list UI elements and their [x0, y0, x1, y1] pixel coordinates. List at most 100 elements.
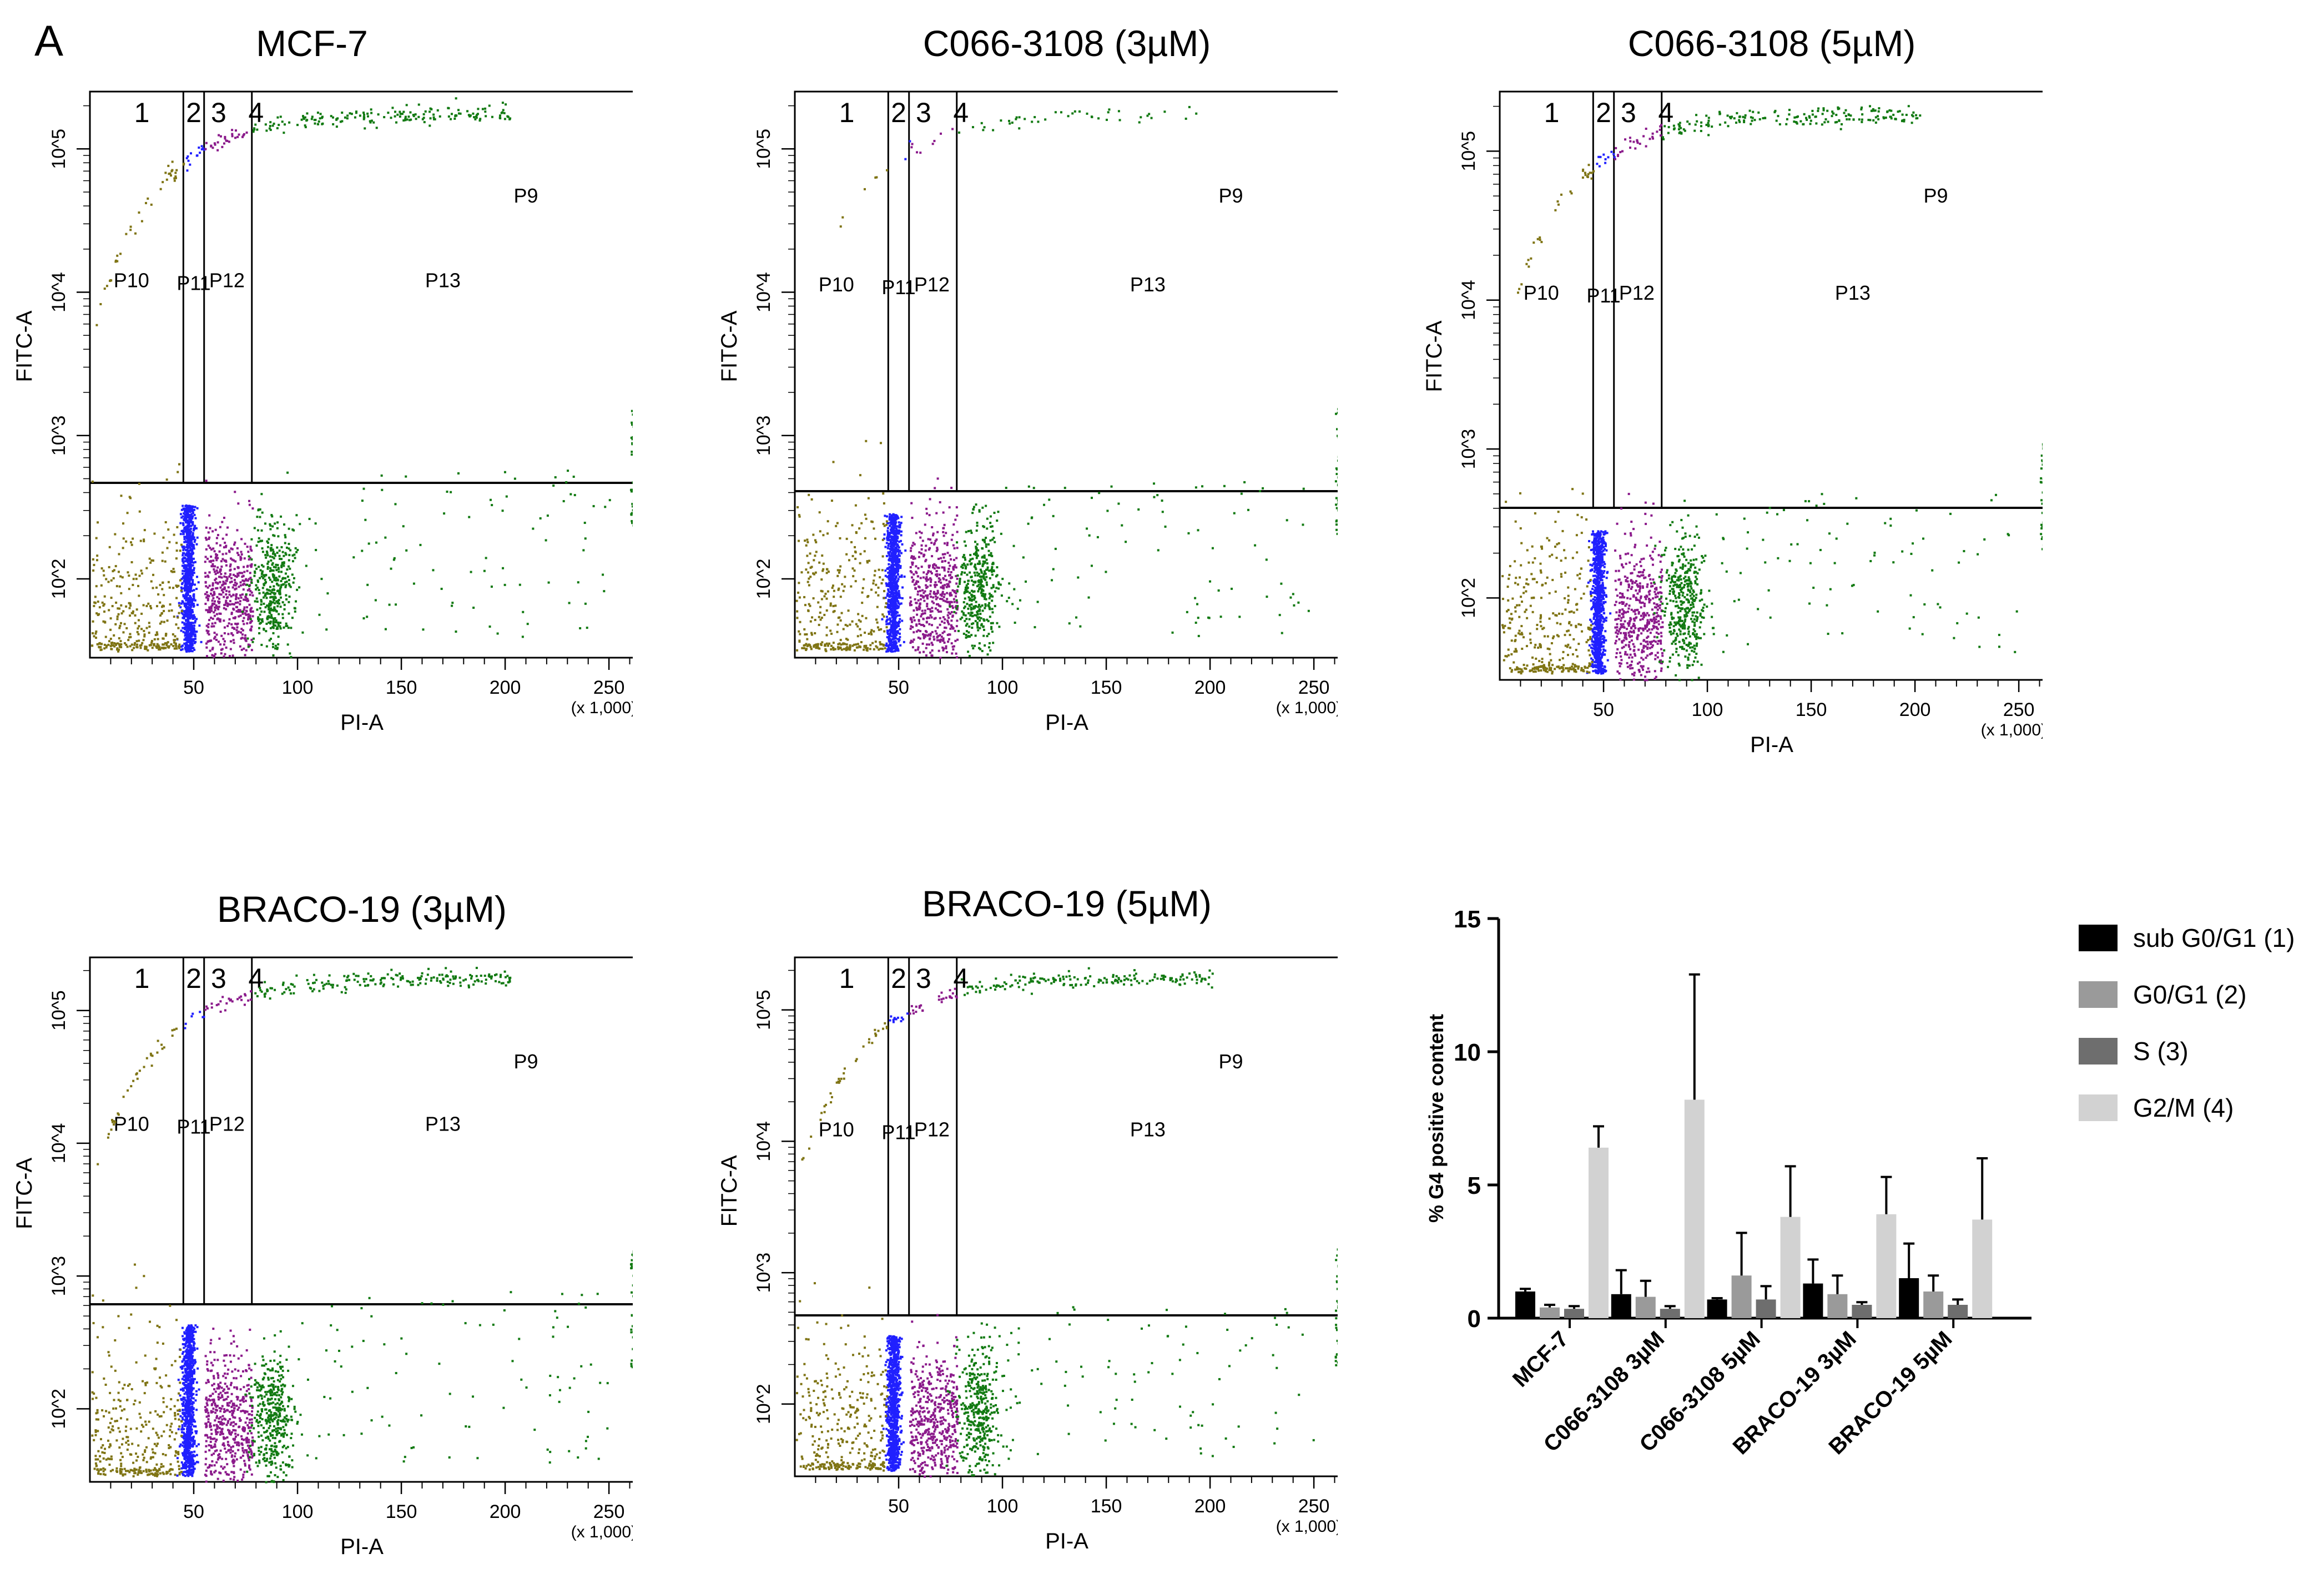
event-dot	[992, 129, 995, 132]
event-dot	[971, 512, 974, 514]
event-dot	[910, 603, 913, 606]
event-dot	[204, 603, 207, 606]
event-dot	[183, 518, 185, 521]
event-dot	[143, 629, 145, 632]
event-dot	[1161, 500, 1163, 502]
event-dot	[996, 519, 999, 522]
event-dot	[896, 535, 899, 538]
event-dot	[228, 593, 231, 596]
event-dot	[404, 115, 407, 118]
event-dot	[898, 541, 901, 543]
event-dot	[819, 606, 822, 608]
event-dot	[188, 613, 191, 616]
event-dot	[913, 638, 915, 641]
event-dot	[985, 546, 987, 548]
event-dot	[992, 642, 995, 644]
event-dot	[182, 572, 184, 575]
event-dot	[394, 115, 396, 118]
event-dot	[898, 594, 901, 597]
event-dot	[568, 602, 571, 604]
event-dot	[1011, 603, 1014, 606]
event-dot	[157, 593, 160, 596]
event-dot	[218, 134, 220, 137]
event-dot	[189, 644, 192, 647]
event-dot	[808, 584, 810, 587]
event-dot	[870, 588, 873, 591]
event-dot	[213, 637, 216, 640]
event-dot	[879, 641, 881, 644]
event-dot	[455, 630, 457, 633]
event-dot	[890, 564, 893, 567]
event-dot	[971, 557, 974, 560]
event-dot	[918, 623, 921, 625]
event-dot	[193, 513, 196, 516]
event-dot	[950, 571, 952, 573]
event-dot	[178, 463, 180, 466]
event-dot	[982, 618, 985, 620]
event-dot	[950, 538, 953, 541]
event-dot	[187, 508, 190, 511]
event-dot	[995, 587, 998, 589]
event-dot	[232, 573, 235, 576]
event-dot	[941, 553, 944, 556]
event-dot	[188, 597, 191, 600]
event-dot	[931, 607, 934, 609]
event-dot	[180, 587, 183, 590]
event-dot	[886, 535, 889, 538]
event-dot	[891, 527, 894, 530]
event-dot	[285, 624, 288, 627]
event-dot	[981, 506, 984, 509]
event-dot	[969, 571, 971, 574]
event-dot	[971, 627, 974, 629]
plot-title: MCF-7	[256, 23, 368, 64]
event-dot	[279, 625, 281, 628]
event-dot	[451, 602, 454, 604]
event-dot	[962, 613, 965, 616]
event-dot	[941, 584, 944, 587]
event-dot	[950, 624, 952, 627]
event-dot	[1335, 528, 1338, 531]
event-dot	[995, 575, 997, 578]
event-dot	[192, 594, 195, 597]
event-dot	[864, 537, 866, 539]
event-dot	[188, 521, 191, 523]
event-dot	[895, 529, 898, 532]
event-dot	[164, 171, 167, 174]
event-dot	[224, 546, 227, 548]
event-dot	[224, 541, 226, 544]
event-dot	[1335, 520, 1338, 523]
event-dot	[163, 620, 165, 623]
event-dot	[245, 649, 248, 652]
event-dot	[185, 594, 188, 597]
event-dot	[211, 530, 214, 533]
event-dot	[939, 501, 941, 503]
event-dot	[982, 585, 985, 588]
event-dot	[110, 579, 113, 582]
event-dot	[225, 564, 228, 567]
event-dot	[951, 645, 954, 648]
event-dot	[272, 534, 275, 537]
event-dot	[1196, 603, 1199, 606]
event-dot	[926, 603, 929, 606]
event-dot	[174, 176, 177, 179]
event-dot	[898, 622, 900, 625]
event-dot	[194, 599, 196, 602]
event-dot	[190, 584, 193, 587]
event-dot	[859, 562, 861, 564]
event-dot	[185, 638, 188, 641]
event-dot	[1335, 473, 1338, 476]
event-dot	[890, 522, 893, 524]
event-dot	[113, 634, 115, 637]
event-dot	[895, 527, 898, 530]
event-dot	[848, 559, 850, 562]
event-dot	[273, 585, 275, 588]
event-dot	[289, 549, 292, 552]
event-dot	[936, 575, 939, 578]
event-dot	[250, 620, 253, 623]
event-dot	[1337, 476, 1338, 479]
event-dot	[473, 116, 476, 119]
x-tick-label: 50	[1593, 699, 1614, 720]
event-dot	[994, 590, 996, 593]
event-dot	[140, 569, 143, 572]
event-dot	[984, 593, 987, 596]
